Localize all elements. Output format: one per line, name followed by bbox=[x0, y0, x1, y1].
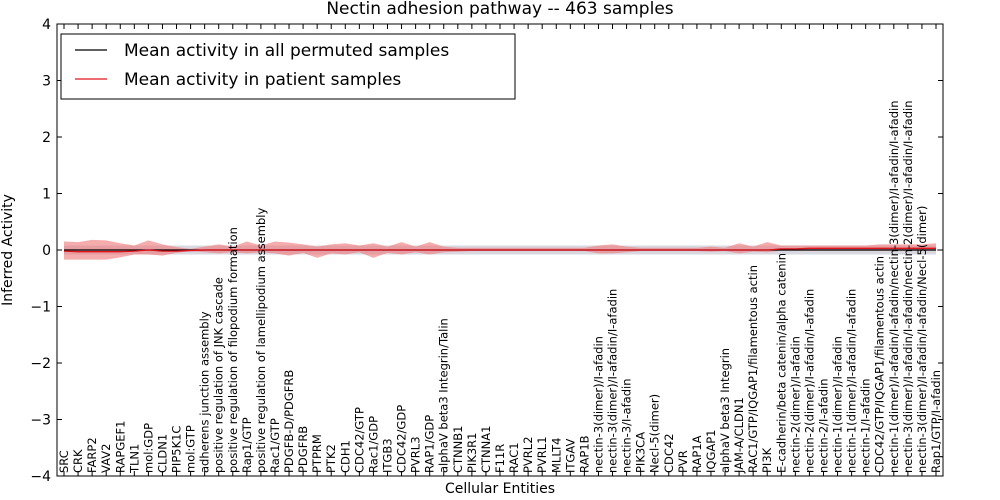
series-line-patient bbox=[63, 247, 936, 253]
x-tick-label: nectin-3/I-afadin bbox=[620, 379, 634, 474]
x-tick-label: alphaV beta3 Integrin bbox=[718, 348, 732, 473]
x-tick-label: positive regulation of filopodium format… bbox=[226, 227, 240, 473]
x-tick-label: nectin-3(dimer)/I-afadin/I-afadin bbox=[606, 289, 620, 473]
x-tick-label: SRC bbox=[57, 450, 71, 473]
x-tick-label: CTNNA1 bbox=[479, 426, 493, 473]
y-tick-label: −2 bbox=[30, 356, 51, 372]
x-tick-label: F11R bbox=[493, 444, 507, 473]
x-tick-label: PVRL2 bbox=[521, 436, 535, 473]
x-tick-label: Rac1/GTP bbox=[268, 418, 282, 473]
legend-frame bbox=[60, 33, 516, 100]
x-tick-label: PTK2 bbox=[324, 444, 338, 473]
x-tick-label: PTPRM bbox=[310, 434, 324, 473]
y-tick-label: 1 bbox=[42, 187, 51, 203]
x-tick-label: nectin-2(dimer)/I-afadin/I-afadin bbox=[802, 289, 816, 473]
x-tick-label: nectin-1(dimer)/I-afadin/I-afadin bbox=[845, 289, 859, 473]
x-tick-label: RAPGEF1 bbox=[113, 421, 127, 473]
x-tick-label: CRK bbox=[71, 449, 85, 473]
x-tick-label: IQGAP1 bbox=[704, 430, 718, 473]
x-tick-label: positive regulation of JNK cascade bbox=[212, 277, 226, 473]
y-tick-label: 4 bbox=[42, 17, 51, 33]
x-tick-label: RAC1 bbox=[507, 442, 521, 473]
x-tick-label: MLLT4 bbox=[549, 438, 563, 474]
x-tick-label: ITGAV bbox=[563, 439, 577, 473]
x-tick-label: nectin-3(dimer)/I-afadin/I-afadin/Necl-5… bbox=[915, 206, 929, 473]
x-tick-label: Rap1/GTP/I-afadin bbox=[929, 370, 943, 473]
legend-entry-permuted: Mean activity in all permuted samples bbox=[124, 41, 449, 61]
x-tick-label: nectin-3(dimer)/I-afadin/I-afadin/nectin… bbox=[901, 101, 915, 473]
x-tick-label: CDC42/GTP bbox=[352, 407, 366, 473]
x-tick-label: JAM-A/CLDN1 bbox=[732, 397, 746, 474]
x-axis-label: Cellular Entities bbox=[445, 481, 555, 497]
x-tick-label: TLN1 bbox=[127, 444, 141, 474]
x-tick-label: PVR bbox=[676, 450, 690, 473]
legend: Mean activity in all permuted samples Me… bbox=[60, 33, 516, 100]
x-tick-label: CDC42/GDP bbox=[395, 405, 409, 473]
x-tick-label: mol:GTP bbox=[184, 425, 198, 473]
x-tick-label: CDH1 bbox=[338, 440, 352, 473]
x-tick-label: nectin-1(dimer)/I-afadin bbox=[831, 336, 845, 473]
y-tick-label: 0 bbox=[42, 243, 51, 259]
x-tick-label: PVRL3 bbox=[409, 436, 423, 473]
x-tick-label: RAC1/GTP/IQGAP1/filamentous actin bbox=[746, 265, 760, 473]
x-tick-label: mol:GDP bbox=[141, 423, 155, 473]
x-tick-label: Rac1/GDP bbox=[366, 416, 380, 473]
x-tick-label: RAP1B bbox=[577, 435, 591, 473]
x-tick-label: CLDN1 bbox=[155, 434, 169, 473]
x-tick-label: nectin-2/I-afadin bbox=[816, 379, 830, 474]
y-tick-label: 3 bbox=[42, 74, 51, 90]
x-tick-label: RAP1A bbox=[690, 435, 704, 473]
x-tick-label: CDC42 bbox=[662, 433, 676, 473]
x-tick-label: alphaV beta3 Integrin/Talin bbox=[437, 318, 451, 473]
x-tick-label: positive regulation of lamellipodium ass… bbox=[254, 208, 268, 473]
x-tick-label: E-cadherin/beta catenin/alpha catenin bbox=[774, 253, 788, 473]
y-tick-label: −3 bbox=[30, 413, 51, 429]
legend-entry-patient: Mean activity in patient samples bbox=[124, 70, 401, 90]
x-tick-label: RAP1/GDP bbox=[423, 415, 437, 473]
x-tick-label: ITGB3 bbox=[380, 438, 394, 473]
x-tick-label: PIP5K1C bbox=[170, 426, 184, 473]
x-tick-label: Necl-5(dimer) bbox=[648, 394, 662, 473]
chart-title: Nectin adhesion pathway -- 463 samples bbox=[326, 0, 673, 19]
x-tick-label: PIK3R1 bbox=[465, 433, 479, 474]
x-tick-label: adherens junction assembly bbox=[198, 311, 212, 473]
y-axis-label: Inferred Activity bbox=[0, 194, 16, 306]
x-tick-label: nectin-1/I-afadin bbox=[859, 379, 873, 474]
x-tick-label: CDC42/GTP/IQGAP1/filamentous actin bbox=[873, 256, 887, 473]
x-tick-label: PVRL1 bbox=[535, 436, 549, 473]
x-tick-label: Rap1/GTP bbox=[240, 417, 254, 473]
x-tick-label: PDGFRB bbox=[296, 426, 310, 473]
x-tick-label: FARP2 bbox=[85, 437, 99, 473]
x-tick-label: nectin-3(dimer)/I-afadin bbox=[591, 336, 605, 473]
y-tick-label: −1 bbox=[30, 300, 51, 316]
x-tick-label: CTNNB1 bbox=[451, 426, 465, 473]
x-tick-label: VAV2 bbox=[99, 444, 113, 473]
y-tick-label: 2 bbox=[42, 130, 51, 146]
x-tick-label: PIK3CA bbox=[634, 432, 648, 473]
x-tick-label: nectin-2(dimer)/I-afadin bbox=[788, 336, 802, 473]
x-tick-label: PI3K bbox=[760, 447, 774, 473]
y-tick-label: −4 bbox=[30, 469, 51, 485]
x-tick-label: nectin-1(dimer)/I-afadin/I-afadin/nectin… bbox=[887, 101, 901, 473]
x-tick-label: PDGFB-D/PDGFRB bbox=[282, 370, 296, 473]
